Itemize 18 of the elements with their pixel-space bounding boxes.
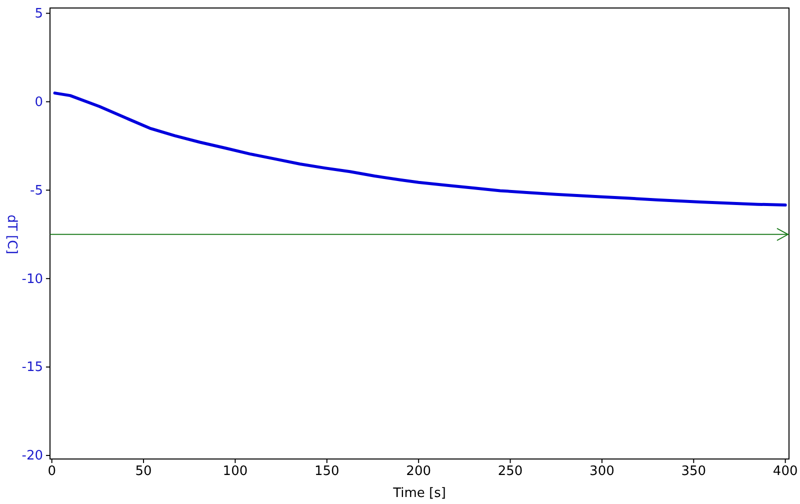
y-axis-title: dT [C]	[4, 214, 19, 254]
x-tick-label: 200	[406, 464, 431, 480]
y-tick-label: 5	[34, 6, 43, 22]
x-tick-label: 400	[772, 464, 798, 480]
x-tick-label: 100	[222, 464, 248, 480]
y-tick-label: -10	[22, 272, 43, 287]
x-tick-label: 50	[135, 464, 152, 480]
x-tick-label: 150	[314, 464, 340, 480]
x-tick-label: 300	[590, 464, 614, 480]
y-tick-label: -5	[30, 183, 43, 198]
x-tick-label: 250	[498, 464, 523, 480]
x-tick-label: 0	[48, 464, 56, 480]
y-tick-label: -20	[22, 448, 43, 464]
y-tick-label: -15	[22, 360, 43, 376]
y-tick-label: 0	[34, 94, 43, 110]
x-tick-label: 350	[681, 464, 706, 480]
x-axis-title: Time [s]	[392, 486, 446, 501]
line-series	[53, 92, 787, 207]
